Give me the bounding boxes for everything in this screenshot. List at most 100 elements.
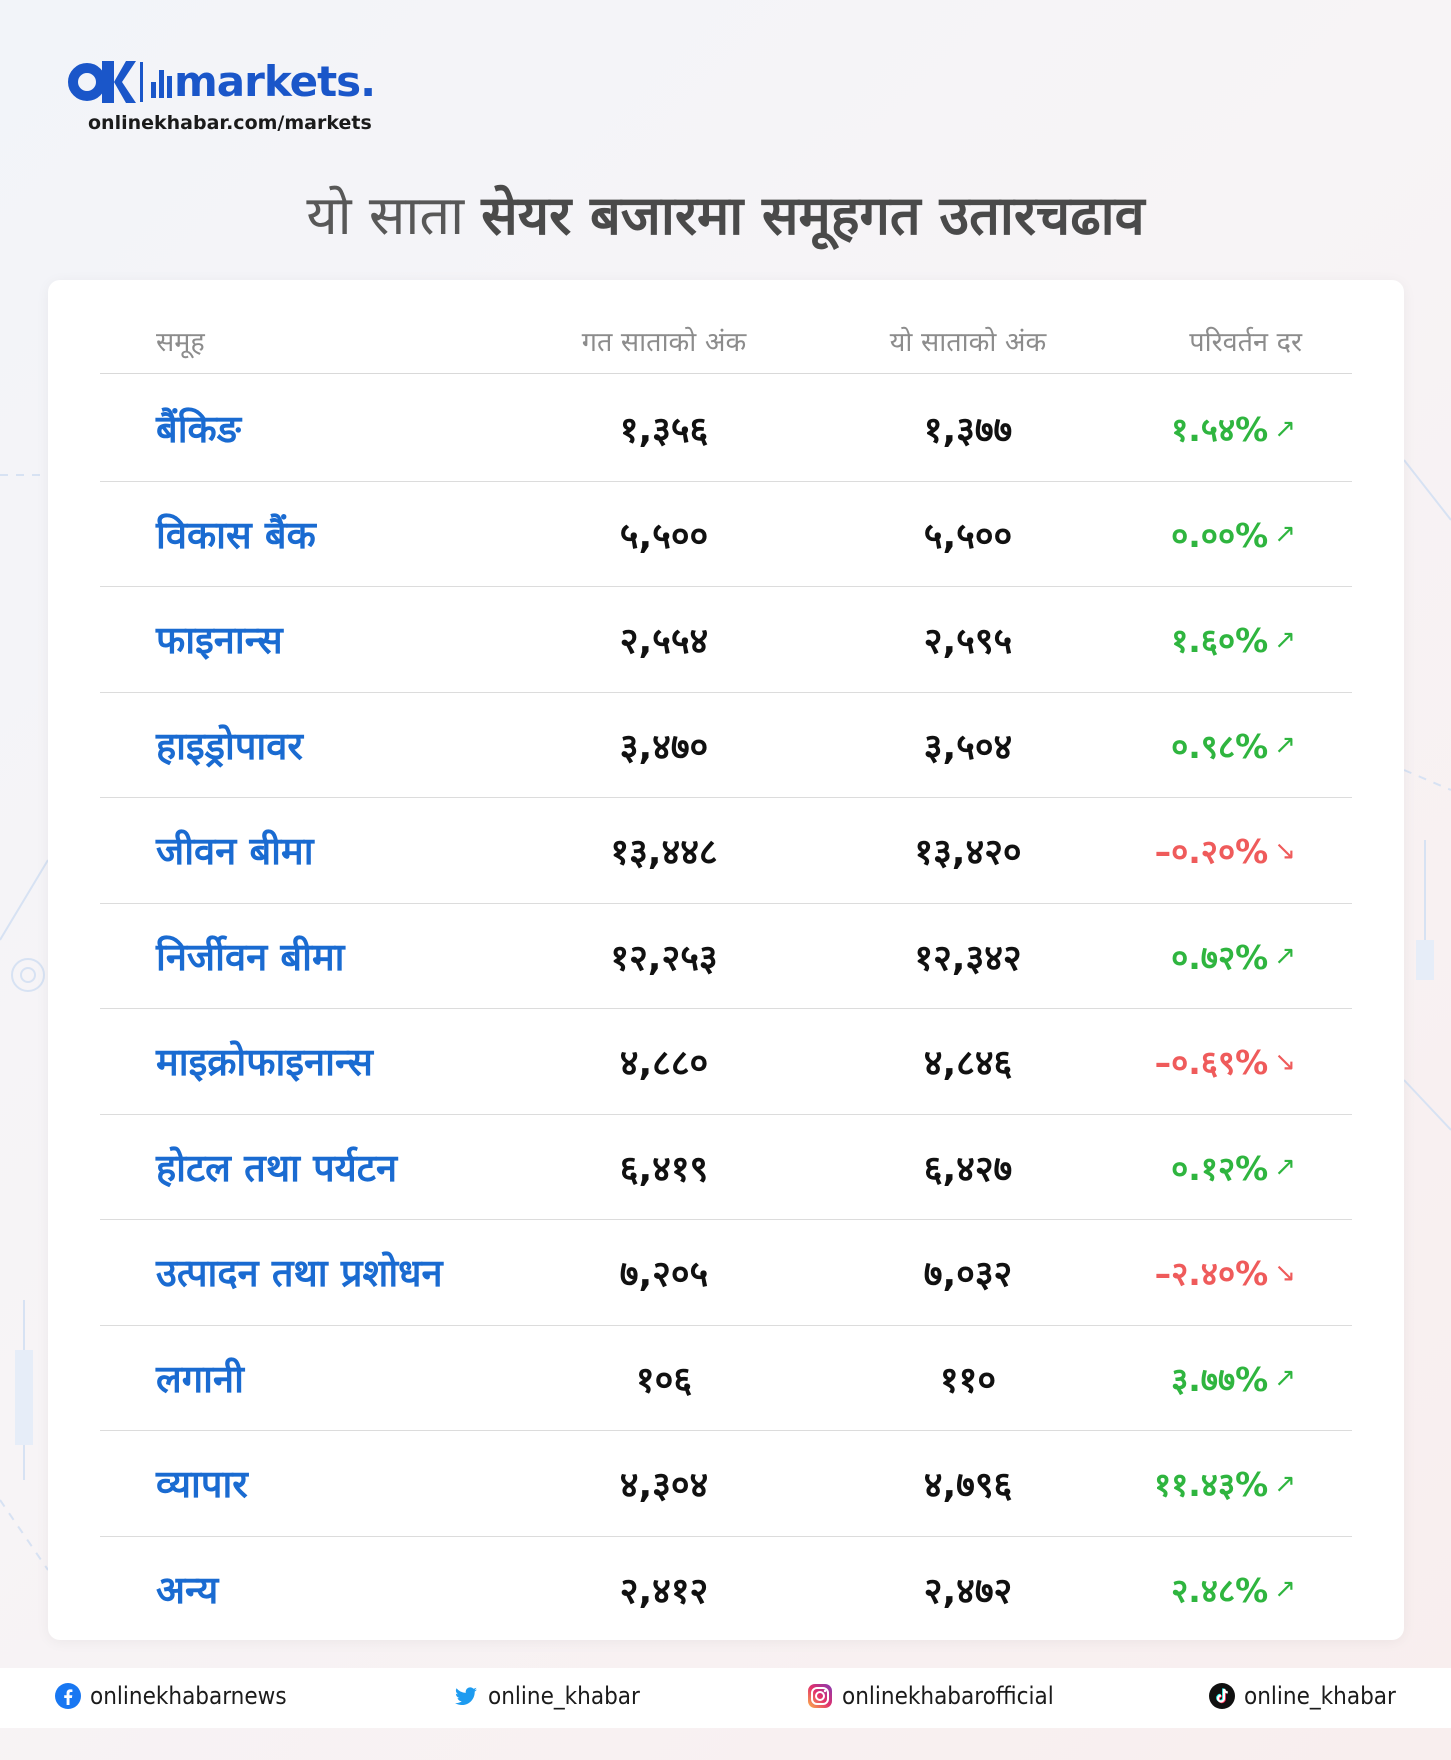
title-light: यो साता [306, 184, 465, 247]
logo-divider [140, 62, 143, 102]
change-value: १.५४% [1171, 410, 1269, 449]
last-week-value: ३,४७० [619, 726, 709, 768]
header-group: समूह [156, 327, 205, 358]
logo-wordmark: markets. [174, 57, 376, 106]
table-row: माइक्रोफाइनान्स ४,८८० ४,८४६ –०.६९% ↘ [100, 1009, 1352, 1115]
arrow-up-right-icon: ↗ [1274, 624, 1296, 655]
this-week-value: १३,४२० [914, 832, 1022, 873]
table-row: अन्य २,४१२ २,४७२ २.४८% ↗ [100, 1537, 1352, 1643]
change-value: ०.००% [1171, 515, 1269, 555]
instagram-handle: onlinekhabarofficial [842, 1682, 1054, 1710]
last-week-value: २,५५४ [619, 621, 709, 662]
ok-logo-mark [68, 59, 136, 105]
arrow-up-right-icon: ↗ [1274, 1574, 1296, 1604]
tiktok-link[interactable]: online_khabar [1208, 1682, 1396, 1710]
this-week-value: १२,३४२ [914, 937, 1022, 979]
arrow-down-right-icon: ↘ [1274, 835, 1296, 866]
sector-name: जीवन बीमा [156, 829, 314, 873]
change-rate: ३.७७% ↗ [1171, 1356, 1296, 1401]
table-row: फाइनान्स २,५५४ २,५९५ १.६०% ↗ [100, 587, 1352, 693]
table-row: निर्जीवन बीमा १२,२५३ १२,३४२ ०.७२% ↗ [100, 904, 1352, 1009]
brand-logo[interactable]: markets. onlinekhabar.com/markets [68, 57, 376, 134]
change-rate: ०.००% ↗ [1171, 512, 1296, 557]
table-row: बैंकिङ १,३५६ १,३७७ १.५४% ↗ [100, 376, 1352, 482]
table-row: विकास बैंक ५,५०० ५,५०० ०.००% ↗ [100, 482, 1352, 587]
table-row: उत्पादन तथा प्रशोधन ७,२०५ ७,०३२ –२.४०% ↘ [100, 1220, 1352, 1326]
sector-name: माइक्रोफाइनान्स [156, 1040, 373, 1084]
change-value: २.४८% [1171, 1570, 1269, 1610]
change-value: ३.७७% [1171, 1359, 1269, 1399]
title-bold: सेयर बजारमा समूहगत उतारचढाव [481, 184, 1145, 247]
change-rate: –२.४०% ↘ [1155, 1250, 1296, 1295]
change-value: ०.१२% [1171, 1148, 1269, 1188]
change-rate: –०.२०% ↘ [1155, 828, 1296, 873]
table-row: व्यापार ४,३०४ ४,७९६ ११.४३% ↗ [100, 1431, 1352, 1537]
sector-name: अन्य [156, 1567, 219, 1612]
last-week-value: १३,४४८ [610, 832, 718, 873]
change-rate: १.५४% ↗ [1171, 406, 1296, 451]
last-week-value: १२,२५३ [610, 937, 718, 979]
arrow-up-right-icon: ↗ [1274, 1468, 1296, 1499]
this-week-value: २,४७२ [923, 1570, 1013, 1612]
this-week-value: ५,५०० [923, 515, 1013, 557]
sector-name: फाइनान्स [156, 618, 283, 662]
sector-name: होटल तथा पर्यटन [156, 1145, 398, 1190]
change-rate: ०.७२% ↗ [1171, 934, 1296, 979]
change-rate: ०.१२% ↗ [1171, 1145, 1296, 1190]
arrow-down-right-icon: ↘ [1274, 1257, 1296, 1288]
last-week-value: १०६ [635, 1359, 693, 1401]
twitter-handle: online_khabar [488, 1682, 640, 1710]
arrow-up-right-icon: ↗ [1274, 1152, 1296, 1182]
change-rate: १.६०% ↗ [1171, 617, 1296, 662]
this-week-value: २,५९५ [923, 621, 1013, 662]
this-week-value: ६,४२७ [923, 1148, 1013, 1190]
facebook-icon [55, 1683, 81, 1709]
sector-name: विकास बैंक [156, 512, 316, 557]
instagram-link[interactable]: onlinekhabarofficial [806, 1682, 1054, 1710]
change-value: –०.६९% [1154, 1043, 1269, 1082]
arrow-up-right-icon: ↗ [1274, 413, 1296, 444]
last-week-value: १,३५६ [619, 410, 709, 451]
change-rate: ११.४३% ↗ [1154, 1461, 1296, 1506]
this-week-value: ३,५०४ [923, 726, 1013, 768]
last-week-value: ४,३०४ [619, 1465, 709, 1506]
arrow-up-right-icon: ↗ [1274, 730, 1296, 760]
twitter-link[interactable]: online_khabar [452, 1682, 640, 1710]
table-header: समूह गत साताको अंक यो साताको अंक परिवर्त… [100, 318, 1352, 374]
change-value: –२.४०% [1154, 1254, 1269, 1293]
facebook-link[interactable]: onlinekhabarnews [54, 1682, 287, 1710]
last-week-value: ६,४१९ [619, 1148, 709, 1190]
change-rate: –०.६९% ↘ [1155, 1039, 1296, 1084]
header-change: परिवर्तन दर [1189, 327, 1302, 358]
last-week-value: ७,२०५ [619, 1254, 709, 1295]
brand-url[interactable]: onlinekhabar.com/markets [88, 112, 372, 134]
this-week-value: ४,८४६ [923, 1043, 1013, 1084]
instagram-icon [808, 1684, 832, 1708]
sector-name: निर्जीवन बीमा [156, 934, 345, 979]
page-title: यो साता सेयर बजारमा समूहगत उतारचढाव [0, 176, 1451, 250]
tiktok-handle: online_khabar [1244, 1682, 1396, 1710]
table-row: हाइड्रोपावर ३,४७० ३,५०४ ०.९८% ↗ [100, 693, 1352, 798]
change-value: –०.२०% [1154, 832, 1269, 871]
this-week-value: ७,०३२ [923, 1254, 1013, 1295]
arrow-down-right-icon: ↘ [1274, 1046, 1296, 1077]
change-value: ११.४३% [1153, 1465, 1269, 1504]
this-week-value: ४,७९६ [923, 1465, 1013, 1506]
bar-chart-icon [151, 66, 172, 98]
sector-index-card: समूह गत साताको अंक यो साताको अंक परिवर्त… [48, 280, 1404, 1640]
tiktok-icon [1209, 1683, 1235, 1709]
last-week-value: २,४१२ [619, 1570, 709, 1612]
last-week-value: ५,५०० [619, 515, 709, 557]
facebook-handle: onlinekhabarnews [90, 1682, 287, 1710]
change-rate: ०.९८% ↗ [1171, 723, 1296, 768]
arrow-up-right-icon: ↗ [1274, 1363, 1296, 1393]
change-value: ०.९८% [1171, 726, 1269, 766]
change-value: १.६०% [1171, 621, 1269, 660]
arrow-up-right-icon: ↗ [1274, 519, 1296, 549]
this-week-value: १,३७७ [923, 410, 1013, 451]
this-week-value: ११० [939, 1359, 997, 1401]
change-value: ०.७२% [1171, 937, 1269, 977]
table-body: बैंकिङ १,३५६ १,३७७ १.५४% ↗ विकास बैंक ५,५०० ५,५… [100, 376, 1352, 1642]
table-row: लगानी १०६ ११० ३.७७% ↗ [100, 1326, 1352, 1431]
